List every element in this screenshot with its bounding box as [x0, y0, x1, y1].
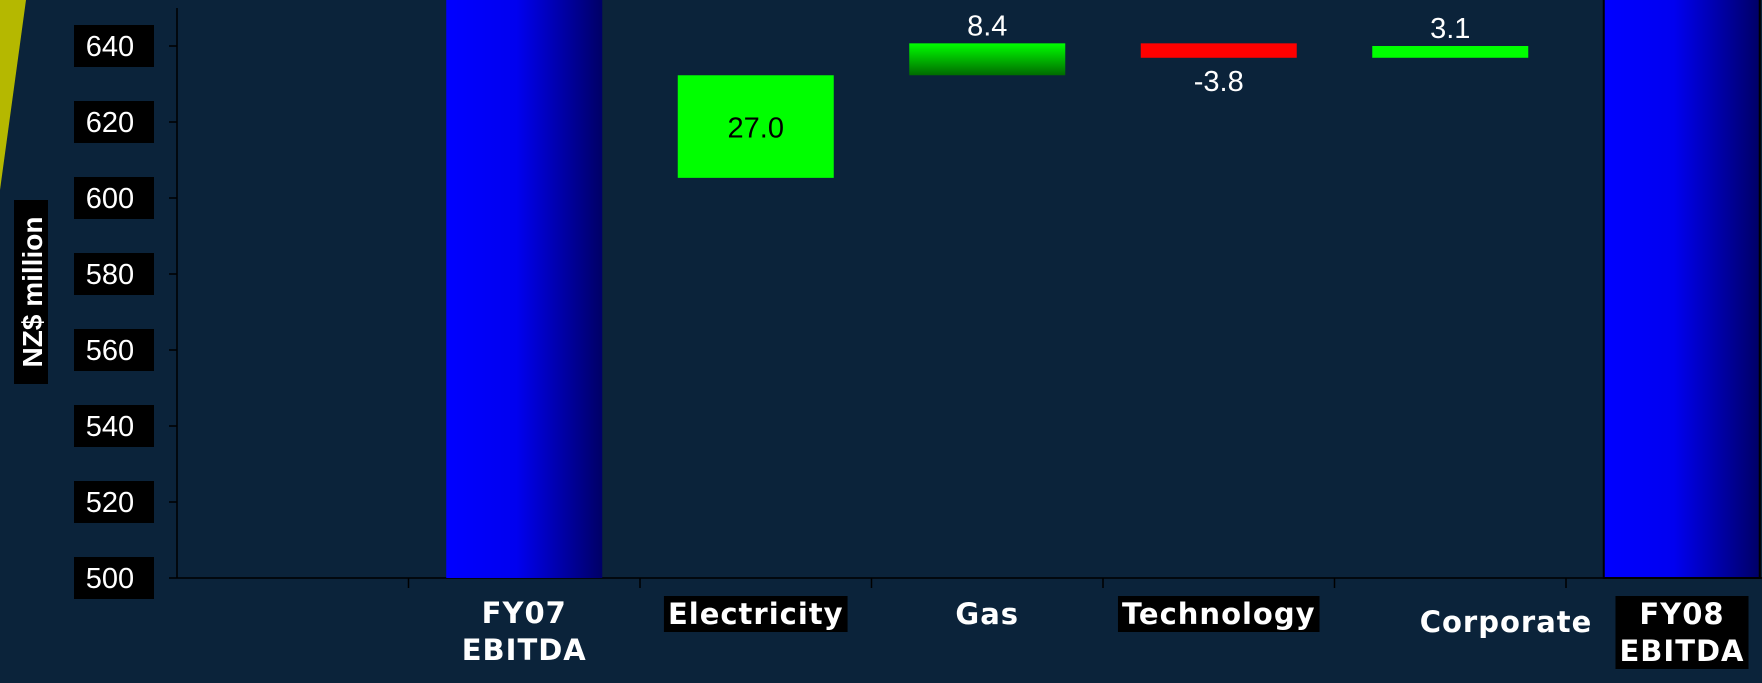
data-label: 8.4	[967, 10, 1007, 42]
y-tick-label: 560	[86, 335, 134, 367]
y-tick-label-bg	[74, 329, 154, 371]
y-tick-label-bg	[74, 557, 154, 599]
bar-corporate	[1372, 46, 1529, 58]
y-tick-label-bg	[74, 253, 154, 295]
category-label-bg	[1615, 596, 1749, 669]
category-label: Technology	[1122, 597, 1316, 631]
y-tick-label-bg	[74, 481, 154, 523]
y-tick-label: 580	[86, 259, 134, 291]
y-axis-label: NZ$ million	[17, 217, 48, 368]
category-label-bg	[1117, 596, 1320, 632]
y-tick-label-bg	[74, 101, 154, 143]
accent-stripe	[0, 0, 26, 190]
bar-gas	[909, 43, 1066, 76]
bar-technology	[1140, 43, 1297, 58]
y-tick-label-bg	[74, 25, 154, 67]
y-tick-label: 620	[86, 107, 134, 139]
x-ticks	[407, 578, 1567, 588]
y-tick-label: 600	[86, 183, 134, 215]
bar-fy07-ebitda	[446, 0, 603, 578]
category-label: FY08 EBITDA	[1619, 597, 1744, 668]
category-label: Gas	[955, 597, 1019, 631]
y-axis-label-bg	[14, 200, 48, 384]
data-label: 3.1	[1430, 13, 1470, 45]
data-label: -3.8	[1194, 66, 1244, 98]
category-label: Corporate	[1420, 605, 1593, 639]
y-tick-label-bg	[74, 405, 154, 447]
y-tick-label: 540	[86, 411, 134, 443]
bar-fy08-ebitda	[1602, 0, 1761, 579]
category-label-bg	[663, 596, 848, 632]
bar-electricity	[677, 75, 834, 178]
bars: 605.327.08.4-3.83.1640.0	[446, 0, 1761, 579]
category-labels: FY07 EBITDA Electricity Gas Technology Corpor…	[462, 596, 1749, 669]
y-tick-label: 640	[86, 31, 134, 63]
category-label: FY07 EBITDA	[462, 596, 587, 667]
y-tick-label: 520	[86, 487, 134, 519]
y-ticks: 500 520 540 560 580 600 620 640	[74, 25, 177, 599]
y-tick-label: 500	[86, 563, 134, 595]
data-label: 27.0	[728, 113, 784, 145]
y-tick-label-bg	[74, 177, 154, 219]
category-label: Electricity	[668, 597, 844, 631]
